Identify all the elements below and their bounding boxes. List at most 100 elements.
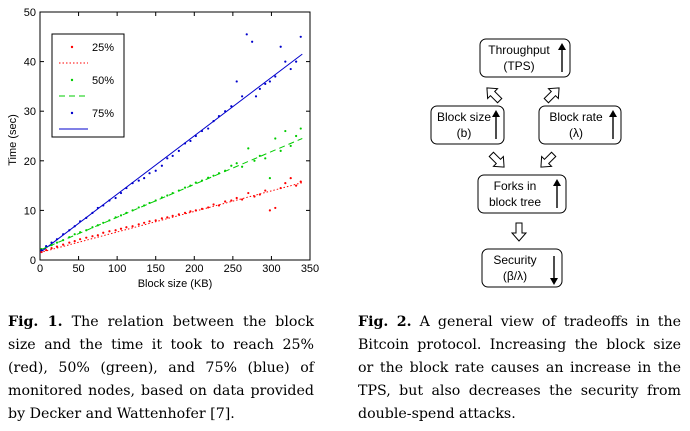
data-point-0 xyxy=(295,184,298,187)
data-point-1 xyxy=(235,162,238,165)
y-axis-label: Time (sec) xyxy=(7,114,19,166)
legend-label: 25% xyxy=(92,42,114,54)
y-tick-label: 40 xyxy=(24,57,36,69)
figure-1-chart: 0 50 100 150 200 250 300 350 0 10 20 30 40 50 25% 50% 7… xyxy=(7,7,319,290)
data-point-0 xyxy=(217,204,221,207)
fit-line-2 xyxy=(39,53,303,253)
data-point-2 xyxy=(289,67,292,71)
y-tick-label: 0 xyxy=(30,255,36,267)
figure-2-caption-label: Fig. 2. xyxy=(358,314,412,330)
data-point-2 xyxy=(166,157,169,160)
data-point-1 xyxy=(224,169,227,172)
data-point-2 xyxy=(96,206,99,210)
x-tick-label: 50 xyxy=(72,263,84,275)
chart-axes: 0 50 100 150 200 250 300 350 0 10 20 30 40 50 xyxy=(24,7,319,275)
data-point-2 xyxy=(268,80,271,83)
data-point-0 xyxy=(268,209,271,212)
data-point-2 xyxy=(148,172,151,175)
data-point-2 xyxy=(274,75,277,78)
data-point-1 xyxy=(137,206,140,209)
data-point-2 xyxy=(85,216,88,219)
data-point-2 xyxy=(55,238,59,241)
data-point-0 xyxy=(137,223,140,226)
data-point-1 xyxy=(166,194,169,197)
node-forks: Forks in block tree xyxy=(477,174,567,214)
legend-marker xyxy=(70,111,74,115)
data-point-1 xyxy=(183,186,187,189)
fit-line-1 xyxy=(39,138,303,251)
data-point-0 xyxy=(253,195,256,198)
arrow-up-icon xyxy=(609,110,617,139)
data-point-2 xyxy=(258,87,261,90)
data-point-0 xyxy=(279,186,282,190)
x-tick-label: 150 xyxy=(147,263,165,275)
data-point-0 xyxy=(160,217,163,220)
chart-legend: 25% 50% 75% xyxy=(51,33,125,138)
data-point-2 xyxy=(230,105,233,108)
data-point-2 xyxy=(154,169,157,172)
data-point-0 xyxy=(171,214,174,217)
data-point-1 xyxy=(171,191,174,195)
legend-marker xyxy=(70,45,74,49)
data-point-2 xyxy=(254,95,258,98)
data-point-0 xyxy=(108,230,111,233)
arrow-up-icon xyxy=(558,43,566,72)
data-point-1 xyxy=(207,176,210,179)
data-point-2 xyxy=(245,33,248,36)
data-point-1 xyxy=(274,137,277,140)
data-point-1 xyxy=(102,221,105,224)
data-point-2 xyxy=(200,129,204,133)
hollow-arrow-icon xyxy=(543,87,560,104)
x-axis-label: Block size (KB) xyxy=(138,278,213,290)
node-block-size-line1: Block size xyxy=(437,110,491,124)
data-point-1 xyxy=(62,239,65,242)
data-point-2 xyxy=(79,220,82,223)
node-forks-line1: Forks in xyxy=(494,179,537,193)
data-point-2 xyxy=(40,248,43,252)
data-point-2 xyxy=(241,95,244,98)
data-point-2 xyxy=(62,233,65,236)
data-point-1 xyxy=(119,214,123,217)
data-point-2 xyxy=(279,45,282,48)
data-point-1 xyxy=(189,184,192,187)
y-tick-label: 10 xyxy=(24,205,36,217)
data-point-2 xyxy=(183,142,187,145)
data-point-1 xyxy=(268,177,271,180)
legend-label: 75% xyxy=(92,108,114,120)
hollow-arrow-icon xyxy=(486,87,503,104)
node-security-line1: Security xyxy=(493,253,536,267)
hollow-arrow-icon xyxy=(488,151,505,168)
data-point-1 xyxy=(73,233,76,236)
arrow-up-icon xyxy=(553,179,561,208)
data-point-1 xyxy=(91,226,94,229)
legend-marker xyxy=(70,78,74,82)
arrow-up-icon xyxy=(492,110,500,139)
data-point-0 xyxy=(125,226,128,229)
node-throughput: Throughput (TPS) xyxy=(479,38,571,78)
data-point-0 xyxy=(183,211,187,214)
x-tick-label: 100 xyxy=(108,263,126,275)
data-point-2 xyxy=(235,80,238,83)
data-point-0 xyxy=(119,227,123,230)
data-point-2 xyxy=(264,82,267,86)
data-point-0 xyxy=(258,193,261,196)
plot-frame xyxy=(39,11,311,261)
data-point-0 xyxy=(200,207,204,211)
data-point-0 xyxy=(224,200,227,203)
data-point-2 xyxy=(160,164,163,167)
data-point-2 xyxy=(207,127,210,130)
node-block-size: Block size (b) xyxy=(430,105,505,145)
data-point-0 xyxy=(73,240,76,243)
data-point-1 xyxy=(79,231,82,234)
data-point-2 xyxy=(73,225,76,228)
data-point-0 xyxy=(284,182,287,185)
x-tick-label: 300 xyxy=(262,263,280,275)
data-point-0 xyxy=(45,248,48,252)
data-point-2 xyxy=(217,115,221,118)
data-point-1 xyxy=(108,219,111,222)
data-point-0 xyxy=(299,180,302,183)
data-point-1 xyxy=(125,211,128,214)
data-point-1 xyxy=(55,241,59,244)
data-point-1 xyxy=(96,224,99,227)
data-point-0 xyxy=(166,216,169,219)
